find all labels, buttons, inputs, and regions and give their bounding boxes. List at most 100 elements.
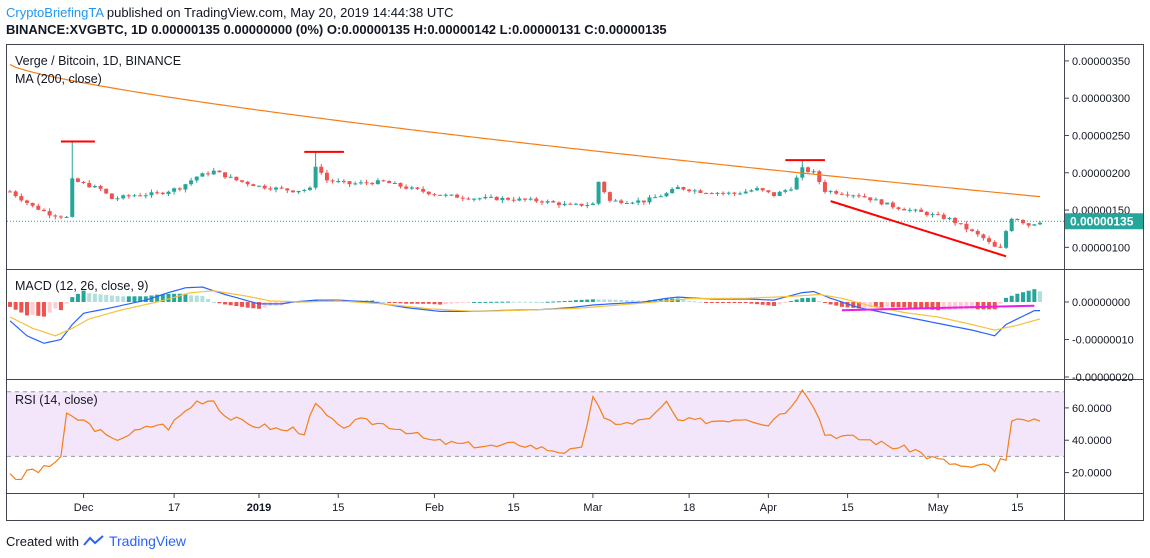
- macd-histogram-bar: [596, 299, 601, 302]
- macd-histogram-bar: [573, 300, 578, 302]
- macd-histogram-bar: [721, 302, 726, 303]
- close-value: 0.00000135: [597, 22, 667, 37]
- candle-body: [1004, 231, 1009, 248]
- macd-histogram-bar: [743, 302, 748, 303]
- candle-body: [596, 181, 601, 204]
- candle-body: [715, 192, 720, 194]
- macd-histogram-bar: [47, 302, 52, 313]
- macd-histogram-bar: [75, 293, 80, 302]
- candle-body: [658, 196, 663, 198]
- macd-histogram-bar: [234, 302, 239, 307]
- candle-body: [217, 170, 222, 173]
- macd-histogram-bar: [585, 299, 590, 302]
- candle-body: [653, 197, 658, 199]
- drawing-annotations[interactable]: [60, 140, 1035, 312]
- macd-histogram-bar: [619, 299, 624, 302]
- macd-histogram-bar: [115, 295, 120, 302]
- time-tick-label: 15: [841, 502, 853, 514]
- candle-body: [794, 177, 799, 190]
- macd-histogram-bar: [607, 299, 612, 302]
- candle-body: [1015, 218, 1020, 220]
- macd-histogram-bar: [155, 294, 160, 302]
- macd-histogram-bar: [664, 298, 669, 302]
- macd-histogram-bar: [772, 302, 777, 306]
- candle-body: [1021, 219, 1026, 224]
- price-pane-frame: [6, 44, 1144, 270]
- price-tick-label: 0.00000300: [1072, 93, 1130, 105]
- macd-histogram-bar: [104, 294, 109, 302]
- macd-histogram-bar: [262, 302, 267, 308]
- candle-body: [1038, 222, 1042, 225]
- macd-histogram-bar: [845, 302, 850, 308]
- candle-body: [415, 187, 420, 189]
- candle-body: [466, 198, 471, 200]
- high-label: H:: [413, 22, 428, 37]
- macd-histogram-bar: [709, 302, 714, 303]
- macd-histogram-bar: [856, 302, 861, 309]
- candle-body: [981, 234, 986, 239]
- candle-body: [953, 217, 958, 224]
- author-link[interactable]: CryptoBriefingTA: [6, 5, 104, 20]
- candle-body: [132, 195, 137, 197]
- chart-title: Verge / Bitcoin, 1D, BINANCE: [15, 54, 181, 68]
- macd-histogram-bar: [523, 301, 527, 303]
- low-label: L:: [499, 22, 512, 37]
- candle-body: [177, 188, 182, 190]
- candle-body: [862, 196, 867, 198]
- time-tick-label: May: [928, 502, 949, 514]
- candle-body: [8, 191, 12, 193]
- macd-histogram-bar: [36, 302, 41, 316]
- time-tick-label: 2019: [247, 502, 271, 514]
- macd-histogram-bar: [1004, 297, 1009, 302]
- macd-histogram-bar: [24, 302, 29, 316]
- macd-histogram-bar: [981, 302, 986, 310]
- macd-histogram-bar: [687, 300, 692, 302]
- candle-body: [41, 209, 46, 212]
- macd-histogram-bar: [160, 294, 165, 302]
- candle-body: [777, 191, 782, 196]
- macd-histogram-bar: [941, 302, 946, 311]
- candle-body: [104, 188, 109, 194]
- macd-histogram-bar: [87, 293, 92, 302]
- candle-body: [975, 230, 980, 235]
- high-value: 0.00000142: [427, 22, 497, 37]
- candle-body: [885, 202, 890, 205]
- macd-histogram-bar: [692, 301, 697, 303]
- candle-body: [964, 223, 969, 230]
- candle-body: [907, 209, 912, 211]
- candle-body: [426, 191, 431, 195]
- candle-body: [958, 223, 963, 225]
- candle-body: [919, 209, 924, 212]
- macd-histogram-bar: [907, 302, 912, 308]
- candle-body: [273, 187, 278, 190]
- price-tick-label: 0.00000100: [1072, 242, 1130, 254]
- macd-histogram-bar: [794, 299, 799, 302]
- macd-histogram-bar: [228, 302, 233, 306]
- candle-body: [183, 184, 188, 190]
- macd-histogram-bar: [636, 300, 641, 302]
- candle-body: [602, 181, 607, 193]
- candle-body: [172, 188, 177, 192]
- candle-body: [438, 194, 443, 196]
- candle-body: [421, 188, 426, 192]
- macd-histogram-bar: [766, 302, 771, 306]
- candle-body: [590, 203, 595, 206]
- macd-histogram-bar: [443, 302, 448, 305]
- candle-body: [115, 198, 120, 200]
- macd-histogram-bar: [121, 296, 126, 302]
- rsi-axis-ticks: 60.0000 40.0000 20.0000: [1064, 403, 1112, 480]
- macd-histogram-bar: [817, 301, 822, 303]
- macd-histogram-bar: [240, 302, 245, 307]
- price-tick-label: 0.00000200: [1072, 168, 1130, 180]
- candle-body: [636, 200, 641, 203]
- tradingview-brand-link[interactable]: TradingView: [108, 533, 187, 549]
- macd-histogram-bar: [409, 302, 414, 304]
- candle-body: [126, 195, 131, 197]
- candle-body: [257, 185, 262, 187]
- macd-histogram-bar: [64, 302, 69, 304]
- macd-histogram-bar: [919, 302, 924, 309]
- macd-label: MACD (12, 26, close, 9): [15, 279, 148, 293]
- time-tick-label: 15: [508, 502, 520, 514]
- candle-body: [992, 241, 997, 247]
